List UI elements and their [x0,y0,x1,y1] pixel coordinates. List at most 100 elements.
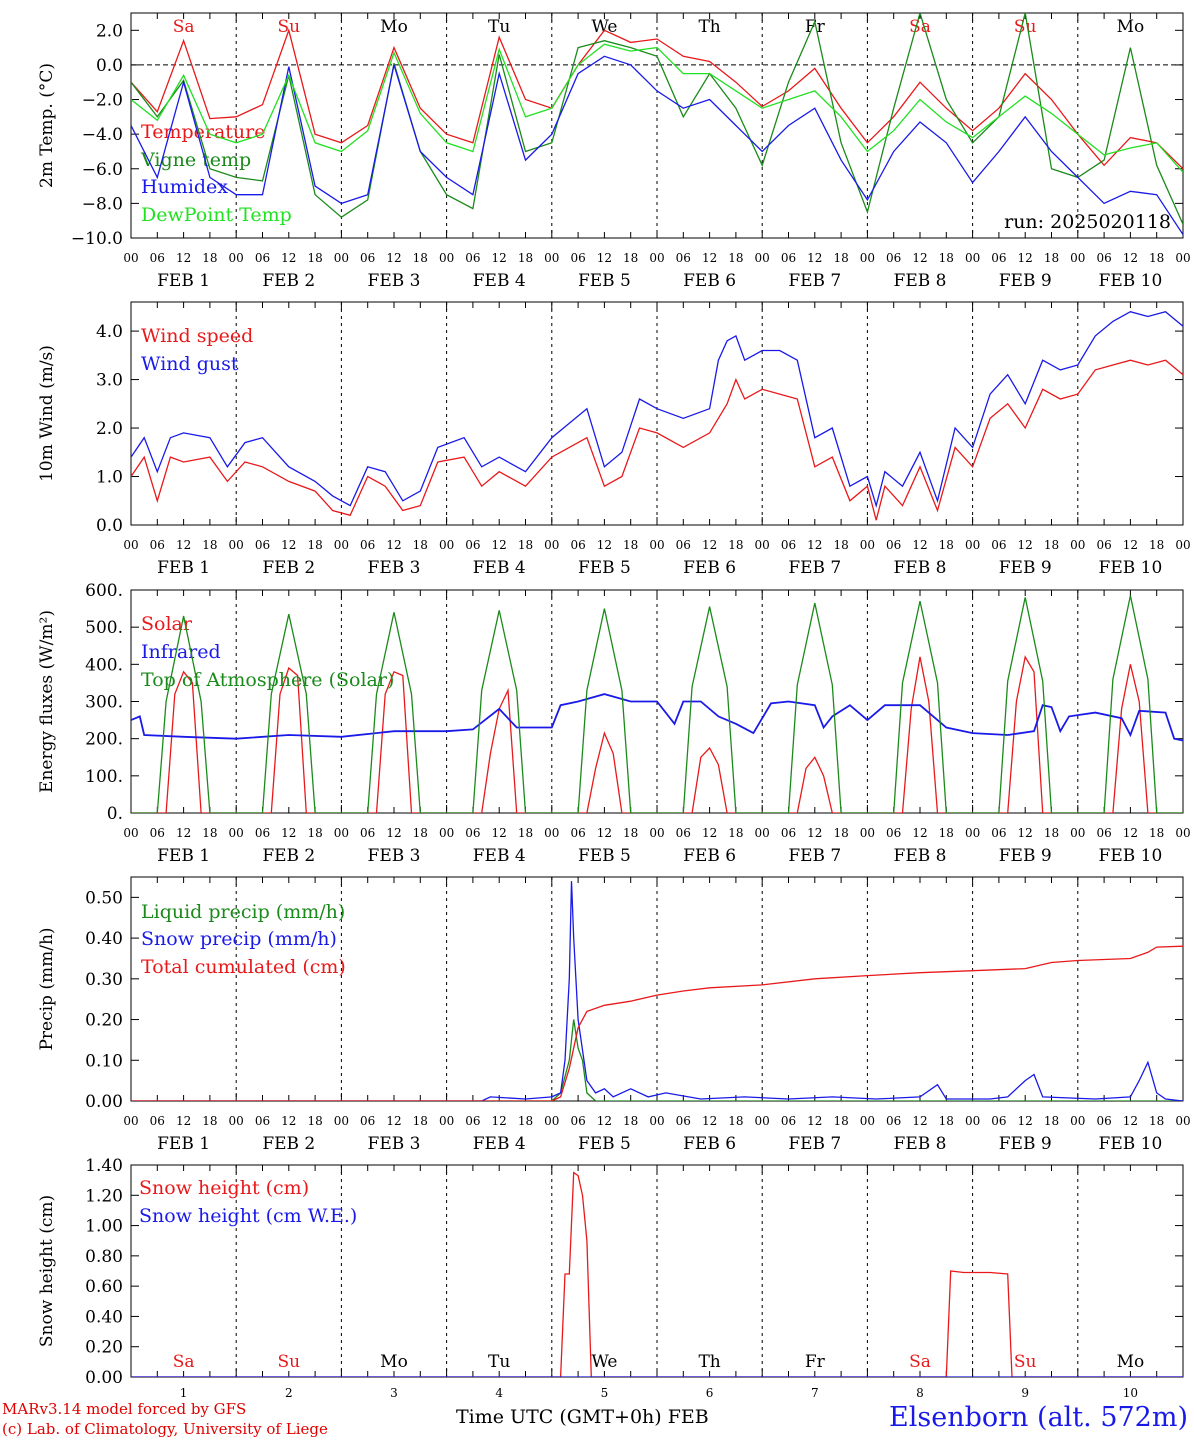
date-label: FEB 9 [999,846,1052,866]
series-line-wind-gust [131,310,1183,509]
date-label: FEB 4 [473,558,526,578]
date-label: FEB 7 [788,271,841,291]
weekday-label: Th [698,17,720,37]
y-tick-label: −6.0 [82,160,123,180]
date-label: FEB 10 [1099,271,1163,291]
hour-label: 06 [150,538,165,552]
hour-label: 00 [965,538,980,552]
station-name: Elsenborn (alt. 572m) [889,1402,1188,1433]
y-tick-label: 0. [107,804,123,824]
hour-label: 18 [1149,251,1164,265]
date-label: FEB 8 [894,271,947,291]
hour-label: 18 [307,1114,322,1128]
series-line-snow-precip-mm-h- [131,881,1183,1101]
hour-label: 06 [570,1114,585,1128]
y-tick-label: 400. [85,655,123,675]
day-number-label: 4 [495,1386,503,1400]
date-label: FEB 8 [894,1134,947,1154]
hour-label: 06 [255,1114,270,1128]
hour-label: 12 [281,1114,296,1128]
hour-label: 18 [202,826,217,840]
date-label: FEB 5 [578,1134,631,1154]
day-number-label: 5 [601,1386,609,1400]
y-tick-label: 0.80 [85,1247,123,1267]
hour-label: 06 [465,538,480,552]
hour-label: 12 [281,251,296,265]
hour-label: 18 [728,251,743,265]
day-number-label: 8 [916,1386,924,1400]
hour-label: 06 [1096,251,1111,265]
hour-label: 06 [886,826,901,840]
hour-label: 12 [492,538,507,552]
hour-label: 06 [676,826,691,840]
hour-label: 00 [334,538,349,552]
y-tick-label: 0.30 [85,970,123,990]
x-axis-title: Time UTC (GMT+0h) FEB [456,1406,709,1428]
y-tick-label: −2.0 [82,91,123,111]
hour-label: 06 [360,251,375,265]
y-tick-label: 100. [85,767,123,787]
hour-label: 00 [229,538,244,552]
hour-label: 18 [518,1114,533,1128]
legend-entry: Humidex [141,176,228,198]
hour-label: 18 [202,251,217,265]
hour-label: 06 [781,251,796,265]
y-tick-label: 3.0 [96,371,123,391]
date-label: FEB 3 [368,1134,421,1154]
weekday-label: Su [1014,17,1037,37]
hour-label: 18 [833,538,848,552]
y-tick-label: 1.0 [96,468,123,488]
date-label: FEB 9 [999,271,1052,291]
hour-label: 00 [334,251,349,265]
hour-label: 12 [1018,251,1033,265]
hour-label: 18 [413,1114,428,1128]
series-line-total-cumulated-cm- [131,945,1183,1101]
hour-label: 00 [860,538,875,552]
hour-label: 18 [1149,1114,1164,1128]
hour-label: 06 [150,826,165,840]
weekday-label: Th [698,1352,720,1372]
hour-label: 00 [544,251,559,265]
hour-label: 12 [281,826,296,840]
day-number-label: 10 [1123,1386,1138,1400]
hour-label: 12 [597,826,612,840]
series-line-solar [131,655,1183,813]
date-label: FEB 4 [473,846,526,866]
series-line-temperature [131,28,1183,170]
hour-label: 12 [386,251,401,265]
hour-label: 00 [755,1114,770,1128]
hour-label: 00 [755,251,770,265]
y-axis-title: Snow height (cm) [37,1195,57,1347]
hour-label: 18 [833,251,848,265]
series-line-liquid-precip-mm-h- [131,1019,1183,1101]
weekday-label: Sa [909,1352,931,1372]
hour-label: 12 [492,251,507,265]
date-label: FEB 10 [1099,558,1163,578]
y-tick-label: 0.40 [85,929,123,949]
legend-entry: Temperature [141,121,265,143]
hour-label: 06 [1096,826,1111,840]
hour-label: 12 [597,251,612,265]
y-tick-label: 2.0 [96,419,123,439]
date-label: FEB 5 [578,558,631,578]
hour-label: 06 [570,251,585,265]
hour-label: 18 [518,826,533,840]
hour-label: 00 [439,826,454,840]
hour-label: 18 [623,1114,638,1128]
hour-label: 12 [807,1114,822,1128]
day-number-label: 2 [285,1386,293,1400]
date-label: FEB 7 [788,846,841,866]
hour-label: 06 [465,1114,480,1128]
hour-label: 00 [649,826,664,840]
hour-label: 18 [939,1114,954,1128]
hour-label: 00 [229,251,244,265]
hour-label: 06 [465,251,480,265]
hour-label: 12 [912,251,927,265]
hour-label: 06 [991,538,1006,552]
date-label: FEB 2 [262,271,315,291]
date-label: FEB 9 [999,558,1052,578]
y-tick-label: 4.0 [96,322,123,342]
model-credit: MARv3.14 model forced by GFS [2,1400,247,1418]
hour-label: 06 [360,1114,375,1128]
